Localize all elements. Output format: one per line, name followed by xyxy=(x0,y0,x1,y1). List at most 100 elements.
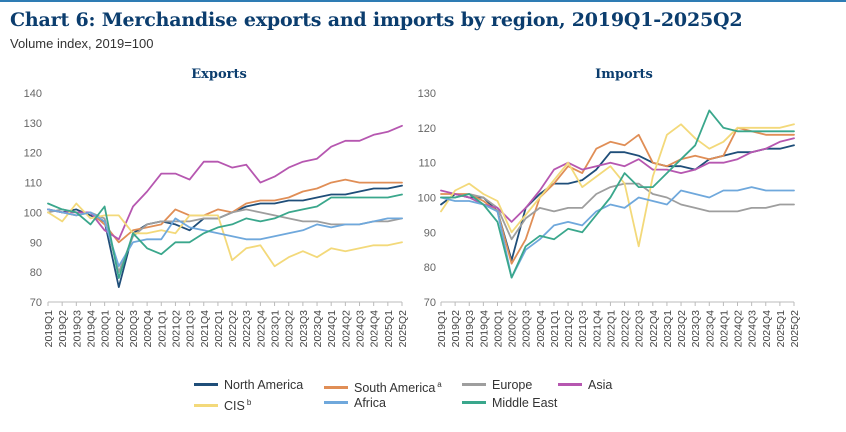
y-tick-label: 130 xyxy=(418,88,436,100)
x-tick-label: 2021Q3 xyxy=(577,310,589,348)
chart-subtitle: Volume index, 2019=100 xyxy=(10,36,154,51)
x-tick-label: 2024Q4 xyxy=(369,310,381,348)
x-tick-label: 2019Q4 xyxy=(85,310,97,348)
series-line-europe xyxy=(440,182,795,241)
legend-item-europe: Europe xyxy=(462,378,532,392)
x-tick-label: 2022Q2 xyxy=(620,310,632,348)
y-tick-label: 110 xyxy=(418,158,436,170)
series-line-asia xyxy=(440,137,795,223)
legend-item-cis: CIS b xyxy=(194,396,251,413)
x-tick-label: 2023Q1 xyxy=(270,310,282,348)
y-tick-label: 80 xyxy=(424,262,436,274)
x-tick-label: 2024Q1 xyxy=(326,310,338,348)
x-tick-label: 2021Q2 xyxy=(170,310,182,348)
x-tick-label: 2021Q2 xyxy=(563,310,575,348)
chart-title: Chart 6: Merchandise exports and imports… xyxy=(10,9,743,31)
legend-item-asia: Asia xyxy=(558,378,612,392)
y-tick-label: 70 xyxy=(424,297,436,309)
series-line-south-america xyxy=(440,126,795,265)
x-tick-label: 2023Q2 xyxy=(284,310,296,348)
x-tick-label: 2024Q4 xyxy=(761,310,773,348)
x-tick-label: 2021Q1 xyxy=(549,310,561,348)
x-tick-label: 2023Q3 xyxy=(690,310,702,348)
x-tick-label: 2022Q3 xyxy=(634,310,646,348)
y-tick-label: 100 xyxy=(24,207,42,219)
x-tick-label: 2025Q2 xyxy=(397,310,409,348)
legend-swatch xyxy=(324,386,348,390)
x-tick-label: 2023Q1 xyxy=(662,310,674,348)
x-tick-label: 2024Q3 xyxy=(747,310,759,348)
y-tick-label: 140 xyxy=(24,88,42,100)
legend-swatch xyxy=(194,383,218,387)
legend-item-south-america: South America a xyxy=(324,378,442,395)
x-tick-label: 2024Q2 xyxy=(340,310,352,348)
x-tick-label: 2022Q1 xyxy=(213,310,225,348)
x-tick-label: 2023Q2 xyxy=(676,310,688,348)
x-tick-label: 2024Q2 xyxy=(733,310,745,348)
legend-item-middle-east: Middle East xyxy=(462,396,557,410)
series-line-north-america xyxy=(440,144,795,262)
legend-label: Europe xyxy=(492,378,533,392)
legend-label: North America xyxy=(224,378,304,392)
x-tick-label: 2023Q4 xyxy=(312,310,324,348)
x-tick-label: 2019Q2 xyxy=(57,310,69,348)
legend-label: CIS xyxy=(224,399,245,414)
series-line-africa xyxy=(440,186,795,279)
x-tick-label: 2021Q4 xyxy=(591,310,603,348)
x-tick-label: 2025Q1 xyxy=(383,310,395,348)
x-tick-label: 2019Q1 xyxy=(43,310,55,348)
y-tick-label: 120 xyxy=(418,123,436,135)
y-tick-label: 110 xyxy=(24,178,42,190)
legend-item-africa: Africa xyxy=(324,396,386,410)
x-tick-label: 2020Q1 xyxy=(492,310,504,348)
y-tick-label: 90 xyxy=(30,237,42,249)
x-tick-label: 2020Q4 xyxy=(142,310,154,348)
x-tick-label: 2020Q2 xyxy=(114,310,126,348)
x-tick-label: 2022Q4 xyxy=(648,310,660,348)
legend-item-north-america: North America xyxy=(194,378,303,392)
x-tick-label: 2025Q1 xyxy=(775,310,787,348)
legend-label: Middle East xyxy=(492,396,558,410)
series-line-africa xyxy=(47,208,403,268)
x-tick-label: 2021Q1 xyxy=(156,310,168,348)
x-tick-label: 2025Q2 xyxy=(789,310,801,348)
x-tick-label: 2024Q3 xyxy=(355,310,367,348)
legend-footnote-marker: a xyxy=(437,380,442,389)
x-tick-label: 2019Q3 xyxy=(464,310,476,348)
legend-label: Asia xyxy=(588,378,613,392)
legend-swatch xyxy=(324,401,348,405)
legend-label: South America xyxy=(354,381,436,396)
y-tick-label: 100 xyxy=(418,193,436,205)
legend-label: Africa xyxy=(354,396,386,410)
x-tick-label: 2019Q1 xyxy=(436,310,448,348)
x-tick-label: 2021Q4 xyxy=(199,310,211,348)
x-tick-label: 2021Q3 xyxy=(185,310,197,348)
x-tick-label: 2020Q3 xyxy=(128,310,140,348)
x-tick-label: 2022Q2 xyxy=(227,310,239,348)
y-tick-label: 130 xyxy=(24,118,42,130)
top-rule xyxy=(0,0,846,2)
x-tick-label: 2024Q1 xyxy=(718,310,730,348)
y-tick-label: 90 xyxy=(424,227,436,239)
legend-footnote-marker: b xyxy=(246,398,252,407)
x-tick-label: 2022Q4 xyxy=(255,310,267,348)
x-tick-label: 2023Q3 xyxy=(298,310,310,348)
y-tick-label: 70 xyxy=(30,297,42,309)
series-line-middle-east xyxy=(47,193,403,280)
x-tick-label: 2019Q4 xyxy=(478,310,490,348)
legend-swatch xyxy=(194,404,218,408)
x-tick-label: 2022Q1 xyxy=(605,310,617,348)
panel-title-exports: Exports xyxy=(191,67,247,82)
x-tick-label: 2020Q1 xyxy=(100,310,112,348)
x-tick-label: 2020Q4 xyxy=(535,310,547,348)
x-tick-label: 2022Q3 xyxy=(241,310,253,348)
legend-swatch xyxy=(558,383,582,387)
x-tick-label: 2023Q4 xyxy=(704,310,716,348)
panel-exports: Exports 70 80 90 100 110 120 130 140 2019Q1 2019Q2… xyxy=(24,67,409,347)
series-line-middle-east xyxy=(440,109,795,279)
legend-swatch xyxy=(462,401,486,405)
y-tick-label: 120 xyxy=(24,148,42,160)
x-tick-label: 2020Q2 xyxy=(507,310,519,348)
